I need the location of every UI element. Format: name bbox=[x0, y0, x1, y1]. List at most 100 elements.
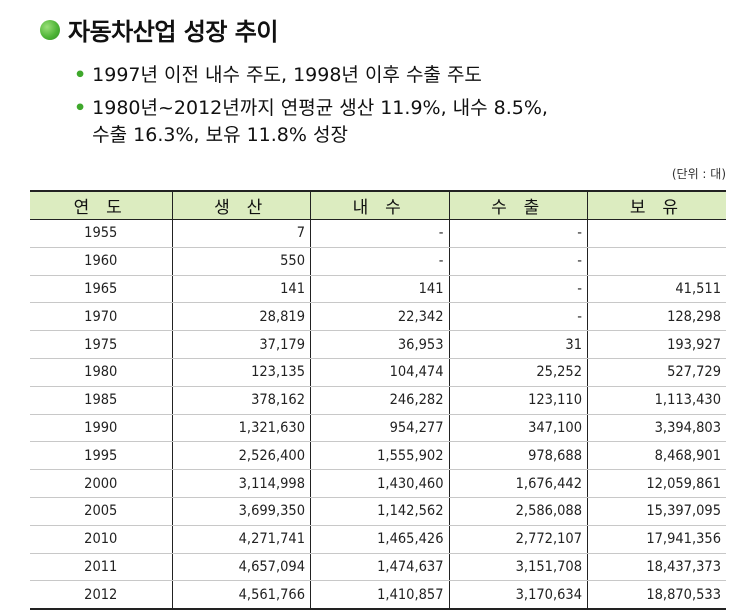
cell-production: 123,135 bbox=[171, 358, 311, 387]
cell-domestic: - bbox=[310, 247, 449, 276]
cell-registered: 8,468,901 bbox=[587, 441, 726, 471]
cell-year: 1960 bbox=[30, 247, 172, 276]
bullet-item: • 1997년 이전 내수 주도, 1998년 이후 수출 주도 bbox=[74, 62, 548, 89]
table-row: 2011 4,657,094 1,474,637 3,151,708 18,437,37… bbox=[30, 553, 726, 582]
cell-export: 25,252 bbox=[448, 358, 588, 387]
cell-domestic: 1,555,902 bbox=[310, 441, 449, 471]
cell-export: 978,688 bbox=[448, 441, 588, 471]
cell-domestic: 1,142,562 bbox=[310, 497, 449, 526]
cell-export: - bbox=[448, 275, 588, 304]
cell-production: 4,561,766 bbox=[171, 580, 311, 610]
cell-production: 378,162 bbox=[171, 386, 311, 415]
page-title: 자동차산업 성장 추이 bbox=[68, 18, 278, 46]
cell-domestic: 36,953 bbox=[310, 330, 449, 359]
cell-export: 347,100 bbox=[448, 414, 588, 443]
cell-export: 2,772,107 bbox=[448, 525, 588, 554]
cell-year: 2010 bbox=[30, 525, 172, 554]
cell-production: 28,819 bbox=[171, 302, 311, 332]
cell-year: 1955 bbox=[30, 219, 172, 248]
cell-registered: 3,394,803 bbox=[587, 414, 726, 443]
table-row: 1970 28,819 22,342-128,298 bbox=[30, 302, 726, 332]
cell-year: 1990 bbox=[30, 414, 172, 443]
cell-year: 2000 bbox=[30, 469, 172, 498]
cell-export: - bbox=[448, 247, 588, 276]
cell-registered: 18,437,373 bbox=[587, 553, 726, 582]
cell-export: - bbox=[448, 219, 588, 248]
summary-bullets: • 1997년 이전 내수 주도, 1998년 이후 수출 주도 • 1980년… bbox=[74, 62, 548, 149]
cell-production: 4,657,094 bbox=[171, 553, 311, 582]
cell-production: 2,526,400 bbox=[171, 441, 311, 471]
bullet-item: • 1980년~2012년까지 연평균 생산 11.9%, 내수 8.5%, 수… bbox=[74, 95, 548, 149]
cell-production: 37,179 bbox=[171, 330, 311, 359]
table-row: 1990 1,321,630 954,277 347,100 3,394,803 bbox=[30, 414, 726, 443]
unit-label: (단위 : 대) bbox=[671, 167, 726, 181]
cell-domestic: 1,410,857 bbox=[310, 580, 449, 610]
cell-registered: 18,870,533 bbox=[587, 580, 726, 610]
cell-production: 4,271,741 bbox=[171, 525, 311, 554]
column-header-export: 수 출 bbox=[448, 190, 588, 220]
column-header-domestic: 내 수 bbox=[310, 190, 449, 220]
cell-domestic: 22,342 bbox=[310, 302, 449, 332]
cell-registered: 41,511 bbox=[587, 275, 726, 304]
cell-domestic: 1,474,637 bbox=[310, 553, 449, 582]
cell-year: 1995 bbox=[30, 441, 172, 471]
cell-domestic: 1,430,460 bbox=[310, 469, 449, 498]
cell-year: 2012 bbox=[30, 580, 172, 610]
cell-registered: 128,298 bbox=[587, 302, 726, 332]
cell-export: 3,151,708 bbox=[448, 553, 588, 582]
cell-registered: 193,927 bbox=[587, 330, 726, 359]
table-row: 1955 7- - bbox=[30, 219, 726, 248]
cell-domestic: 954,277 bbox=[310, 414, 449, 443]
table-row: 1980 123,135 104,474 25,252 527,729 bbox=[30, 358, 726, 387]
cell-production: 7 bbox=[171, 219, 311, 248]
cell-registered: 1,113,430 bbox=[587, 386, 726, 415]
table-row: 1975 37,179 36,953 31 193,927 bbox=[30, 330, 726, 359]
data-table: 연 도 생 산 내 수 수 출 보 유 1955 7- -1960 550- -1965… bbox=[30, 190, 726, 610]
table-row: 2010 4,271,741 1,465,426 2,772,107 17,941,35… bbox=[30, 525, 726, 554]
column-header-production: 생 산 bbox=[171, 190, 311, 220]
cell-year: 2005 bbox=[30, 497, 172, 526]
cell-production: 550 bbox=[171, 247, 311, 276]
cell-domestic: 1,465,426 bbox=[310, 525, 449, 554]
bullet-dot-icon: • bbox=[74, 97, 87, 119]
title-row: 자동차산업 성장 추이 bbox=[40, 12, 278, 47]
cell-production: 3,699,350 bbox=[171, 497, 311, 526]
table-row: 1960 550- - bbox=[30, 247, 726, 276]
cell-domestic: 246,282 bbox=[310, 386, 449, 415]
cell-registered: 15,397,095 bbox=[587, 497, 726, 526]
table-row: 2000 3,114,998 1,430,460 1,676,442 12,059,86… bbox=[30, 469, 726, 498]
cell-registered: 17,941,356 bbox=[587, 525, 726, 554]
bullet-text: 1997년 이전 내수 주도, 1998년 이후 수출 주도 bbox=[92, 64, 482, 86]
table-row: 2012 4,561,766 1,410,857 3,170,634 18,870,53… bbox=[30, 580, 726, 610]
bullet-text: 수출 16.3%, 보유 11.8% 성장 bbox=[92, 124, 348, 146]
cell-registered bbox=[587, 247, 726, 276]
cell-registered bbox=[587, 219, 726, 248]
table-row: 1965 141 141-41,511 bbox=[30, 275, 726, 304]
cell-production: 3,114,998 bbox=[171, 469, 311, 498]
column-header-year: 연 도 bbox=[30, 190, 172, 220]
cell-year: 1965 bbox=[30, 275, 172, 304]
cell-domestic: 141 bbox=[310, 275, 449, 304]
cell-export: 31 bbox=[448, 330, 588, 359]
table-row: 2005 3,699,350 1,142,562 2,586,088 15,397,09… bbox=[30, 497, 726, 526]
cell-year: 1970 bbox=[30, 302, 172, 332]
cell-year: 2011 bbox=[30, 553, 172, 582]
table-header-row: 연 도 생 산 내 수 수 출 보 유 bbox=[30, 190, 726, 220]
cell-year: 1985 bbox=[30, 386, 172, 415]
cell-production: 1,321,630 bbox=[171, 414, 311, 443]
column-header-registered: 보 유 bbox=[587, 190, 726, 220]
cell-domestic: 104,474 bbox=[310, 358, 449, 387]
bullet-text: 1980년~2012년까지 연평균 생산 11.9%, 내수 8.5%, bbox=[92, 97, 548, 119]
table-row: 1995 2,526,400 1,555,902 978,688 8,468,901 bbox=[30, 441, 726, 471]
cell-production: 141 bbox=[171, 275, 311, 304]
cell-registered: 12,059,861 bbox=[587, 469, 726, 498]
cell-registered: 527,729 bbox=[587, 358, 726, 387]
cell-export: 2,586,088 bbox=[448, 497, 588, 526]
cell-export: - bbox=[448, 302, 588, 332]
cell-domestic: - bbox=[310, 219, 449, 248]
bullet-dot-icon: • bbox=[74, 64, 87, 86]
cell-export: 123,110 bbox=[448, 386, 588, 415]
cell-export: 3,170,634 bbox=[448, 580, 588, 610]
table-row: 1985 378,162 246,282 123,110 1,113,430 bbox=[30, 386, 726, 415]
cell-year: 1975 bbox=[30, 330, 172, 359]
